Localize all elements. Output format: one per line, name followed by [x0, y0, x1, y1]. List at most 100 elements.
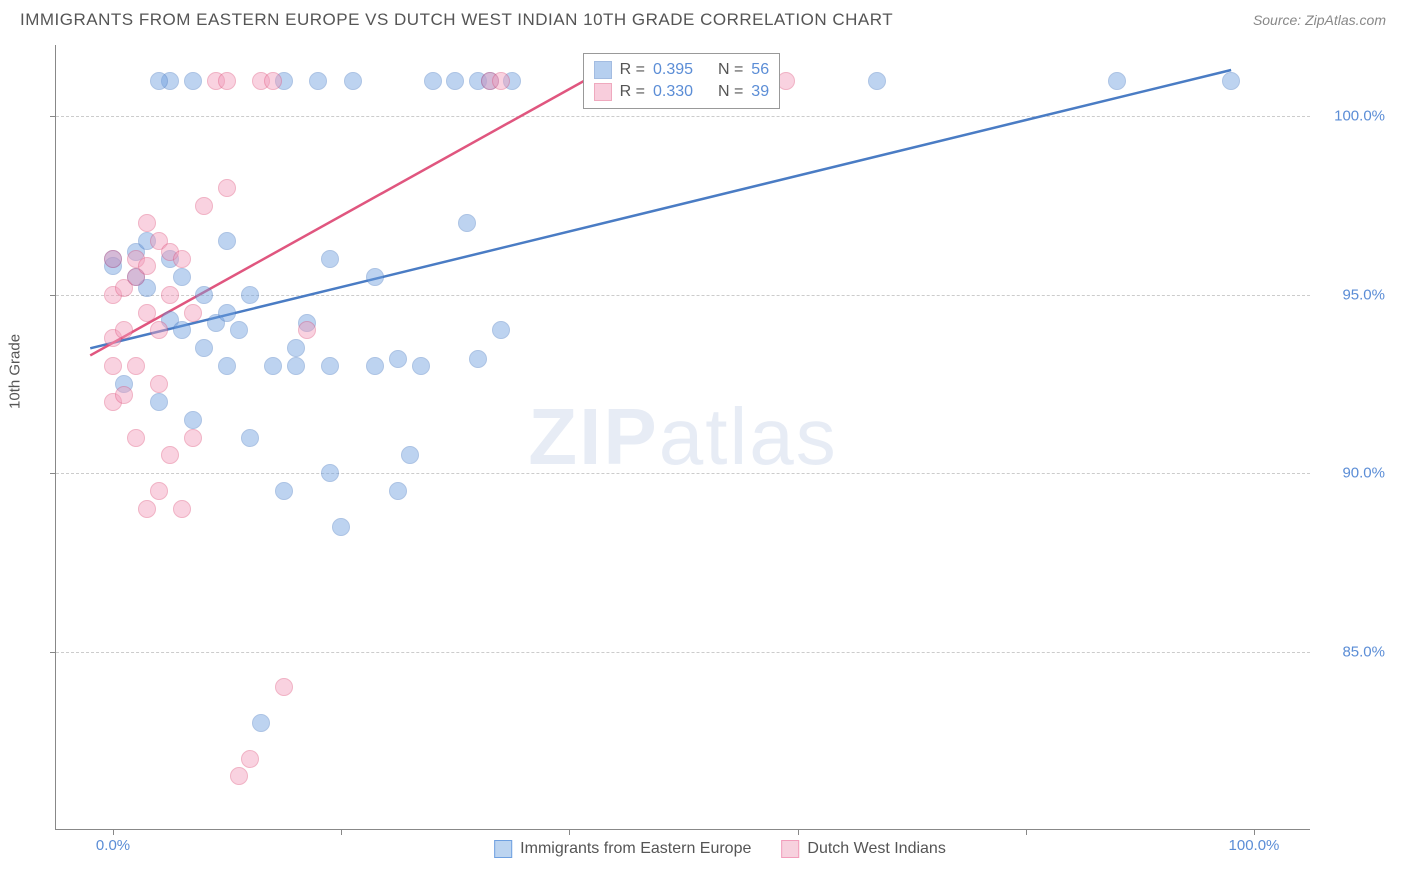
- data-point: [366, 268, 384, 286]
- data-point: [127, 357, 145, 375]
- data-point: [230, 767, 248, 785]
- data-point: [195, 339, 213, 357]
- data-point: [150, 375, 168, 393]
- chart-container: 10th Grade ZIPatlas 85.0%90.0%95.0%100.0…: [55, 45, 1385, 830]
- data-point: [173, 268, 191, 286]
- data-point: [241, 750, 259, 768]
- data-point: [332, 518, 350, 536]
- data-point: [184, 72, 202, 90]
- data-point: [344, 72, 362, 90]
- data-point: [138, 304, 156, 322]
- data-point: [492, 72, 510, 90]
- data-point: [1222, 72, 1240, 90]
- y-tick-label: 90.0%: [1342, 465, 1385, 482]
- data-point: [287, 339, 305, 357]
- data-point: [366, 357, 384, 375]
- data-point: [184, 411, 202, 429]
- data-point: [321, 357, 339, 375]
- data-point: [218, 179, 236, 197]
- data-point: [321, 250, 339, 268]
- data-point: [469, 350, 487, 368]
- data-point: [492, 321, 510, 339]
- data-point: [138, 500, 156, 518]
- chart-title: IMMIGRANTS FROM EASTERN EUROPE VS DUTCH …: [20, 10, 893, 30]
- source-prefix: Source:: [1253, 12, 1305, 28]
- data-point: [252, 714, 270, 732]
- data-point: [424, 72, 442, 90]
- n-label: N =: [718, 61, 743, 79]
- r-value: 0.395: [653, 61, 693, 79]
- bottom-legend: Immigrants from Eastern Europe Dutch West…: [494, 840, 946, 858]
- data-point: [264, 357, 282, 375]
- data-point: [321, 464, 339, 482]
- regression-legend-row: R = 0.330 N = 39: [594, 81, 769, 103]
- data-point: [173, 321, 191, 339]
- data-point: [298, 321, 316, 339]
- x-tick-label: 100.0%: [1229, 837, 1280, 854]
- data-point: [138, 257, 156, 275]
- data-point: [412, 357, 430, 375]
- data-point: [1108, 72, 1126, 90]
- data-point: [218, 357, 236, 375]
- source-name: ZipAtlas.com: [1305, 12, 1386, 28]
- n-value: 56: [751, 61, 769, 79]
- data-point: [446, 72, 464, 90]
- data-point: [458, 214, 476, 232]
- data-point: [218, 304, 236, 322]
- n-label: N =: [718, 83, 743, 101]
- data-point: [104, 357, 122, 375]
- data-point: [401, 446, 419, 464]
- data-point: [104, 250, 122, 268]
- data-point: [275, 678, 293, 696]
- data-point: [868, 72, 886, 90]
- y-tick-label: 85.0%: [1342, 643, 1385, 660]
- legend-swatch: [494, 840, 512, 858]
- legend-swatch: [594, 61, 612, 79]
- data-point: [275, 482, 293, 500]
- data-point: [115, 386, 133, 404]
- y-tick-label: 100.0%: [1334, 108, 1385, 125]
- r-label: R =: [620, 83, 645, 101]
- data-point: [115, 321, 133, 339]
- data-point: [184, 429, 202, 447]
- regression-legend-row: R = 0.395 N = 56: [594, 59, 769, 81]
- data-point: [230, 321, 248, 339]
- data-point: [241, 429, 259, 447]
- legend-swatch: [594, 83, 612, 101]
- data-point: [195, 286, 213, 304]
- r-value: 0.330: [653, 83, 693, 101]
- data-point: [150, 321, 168, 339]
- data-point: [150, 393, 168, 411]
- data-point: [218, 232, 236, 250]
- data-point: [195, 197, 213, 215]
- n-value: 39: [751, 83, 769, 101]
- y-axis-label: 10th Grade: [7, 333, 24, 408]
- legend-swatch: [781, 840, 799, 858]
- x-tick-label: 0.0%: [96, 837, 130, 854]
- data-point: [389, 350, 407, 368]
- data-point: [309, 72, 327, 90]
- regression-legend: R = 0.395 N = 56 R = 0.330 N = 39: [583, 53, 780, 109]
- data-point: [264, 72, 282, 90]
- data-point: [161, 286, 179, 304]
- data-point: [287, 357, 305, 375]
- data-point: [150, 72, 168, 90]
- legend-label: Immigrants from Eastern Europe: [520, 840, 751, 858]
- legend-label: Dutch West Indians: [807, 840, 945, 858]
- data-point: [161, 446, 179, 464]
- data-point: [173, 250, 191, 268]
- regression-line: [90, 70, 1231, 348]
- data-point: [127, 429, 145, 447]
- plot-area: ZIPatlas 85.0%90.0%95.0%100.0%0.0%100.0%…: [55, 45, 1310, 830]
- data-point: [218, 72, 236, 90]
- data-point: [389, 482, 407, 500]
- data-point: [138, 214, 156, 232]
- data-point: [241, 286, 259, 304]
- data-point: [150, 482, 168, 500]
- data-point: [173, 500, 191, 518]
- r-label: R =: [620, 61, 645, 79]
- legend-item: Immigrants from Eastern Europe: [494, 840, 751, 858]
- source-attribution: Source: ZipAtlas.com: [1253, 12, 1386, 28]
- legend-item: Dutch West Indians: [781, 840, 945, 858]
- y-tick-label: 95.0%: [1342, 286, 1385, 303]
